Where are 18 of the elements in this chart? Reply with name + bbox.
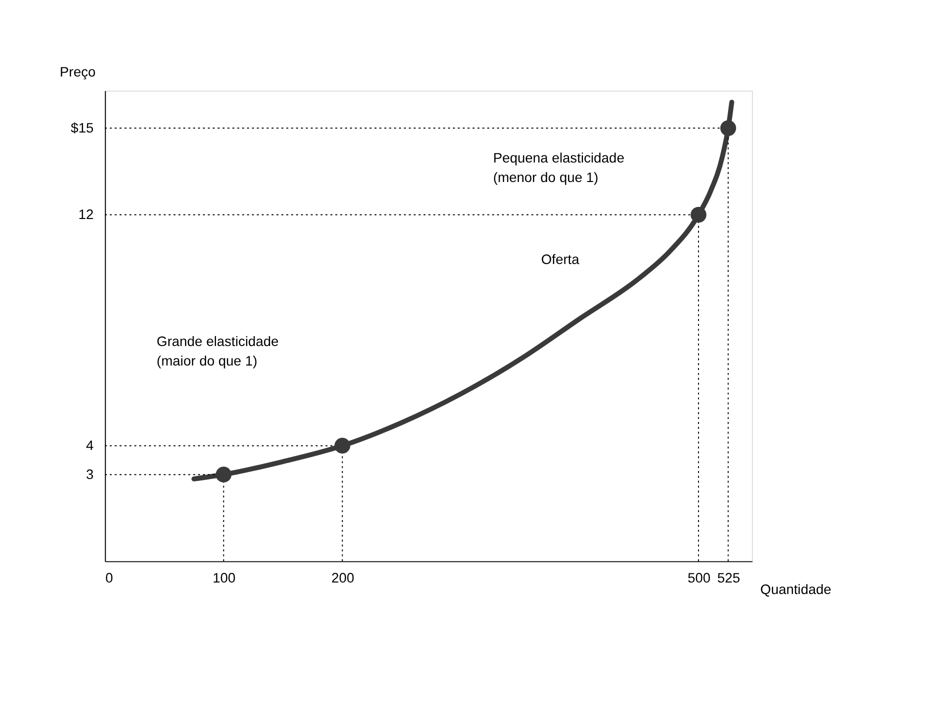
point bbox=[720, 120, 736, 136]
x-tick-label: 0 bbox=[105, 570, 114, 586]
y-tick-label: $15 bbox=[70, 120, 94, 136]
x-tick-label: 200 bbox=[331, 570, 355, 586]
y-tick-label: 12 bbox=[78, 207, 94, 222]
point bbox=[216, 466, 232, 482]
point bbox=[334, 438, 350, 454]
x-tick-label: 525 bbox=[717, 570, 741, 586]
x-tick-label: 500 bbox=[688, 570, 711, 586]
y-tick-label: 4 bbox=[86, 438, 94, 454]
annotation: Grande elasticidade (maior do que 1) bbox=[156, 334, 280, 369]
text: Oferta bbox=[541, 252, 580, 267]
point bbox=[690, 206, 706, 223]
annotation: Pequena elasticidade (menor do que 1) bbox=[493, 150, 625, 186]
x-axis-title: Quantidade bbox=[760, 582, 832, 598]
y-axis-title: Preço bbox=[60, 64, 96, 80]
x-tick-label: 100 bbox=[212, 570, 236, 586]
y-tick-label: 3 bbox=[86, 466, 94, 482]
